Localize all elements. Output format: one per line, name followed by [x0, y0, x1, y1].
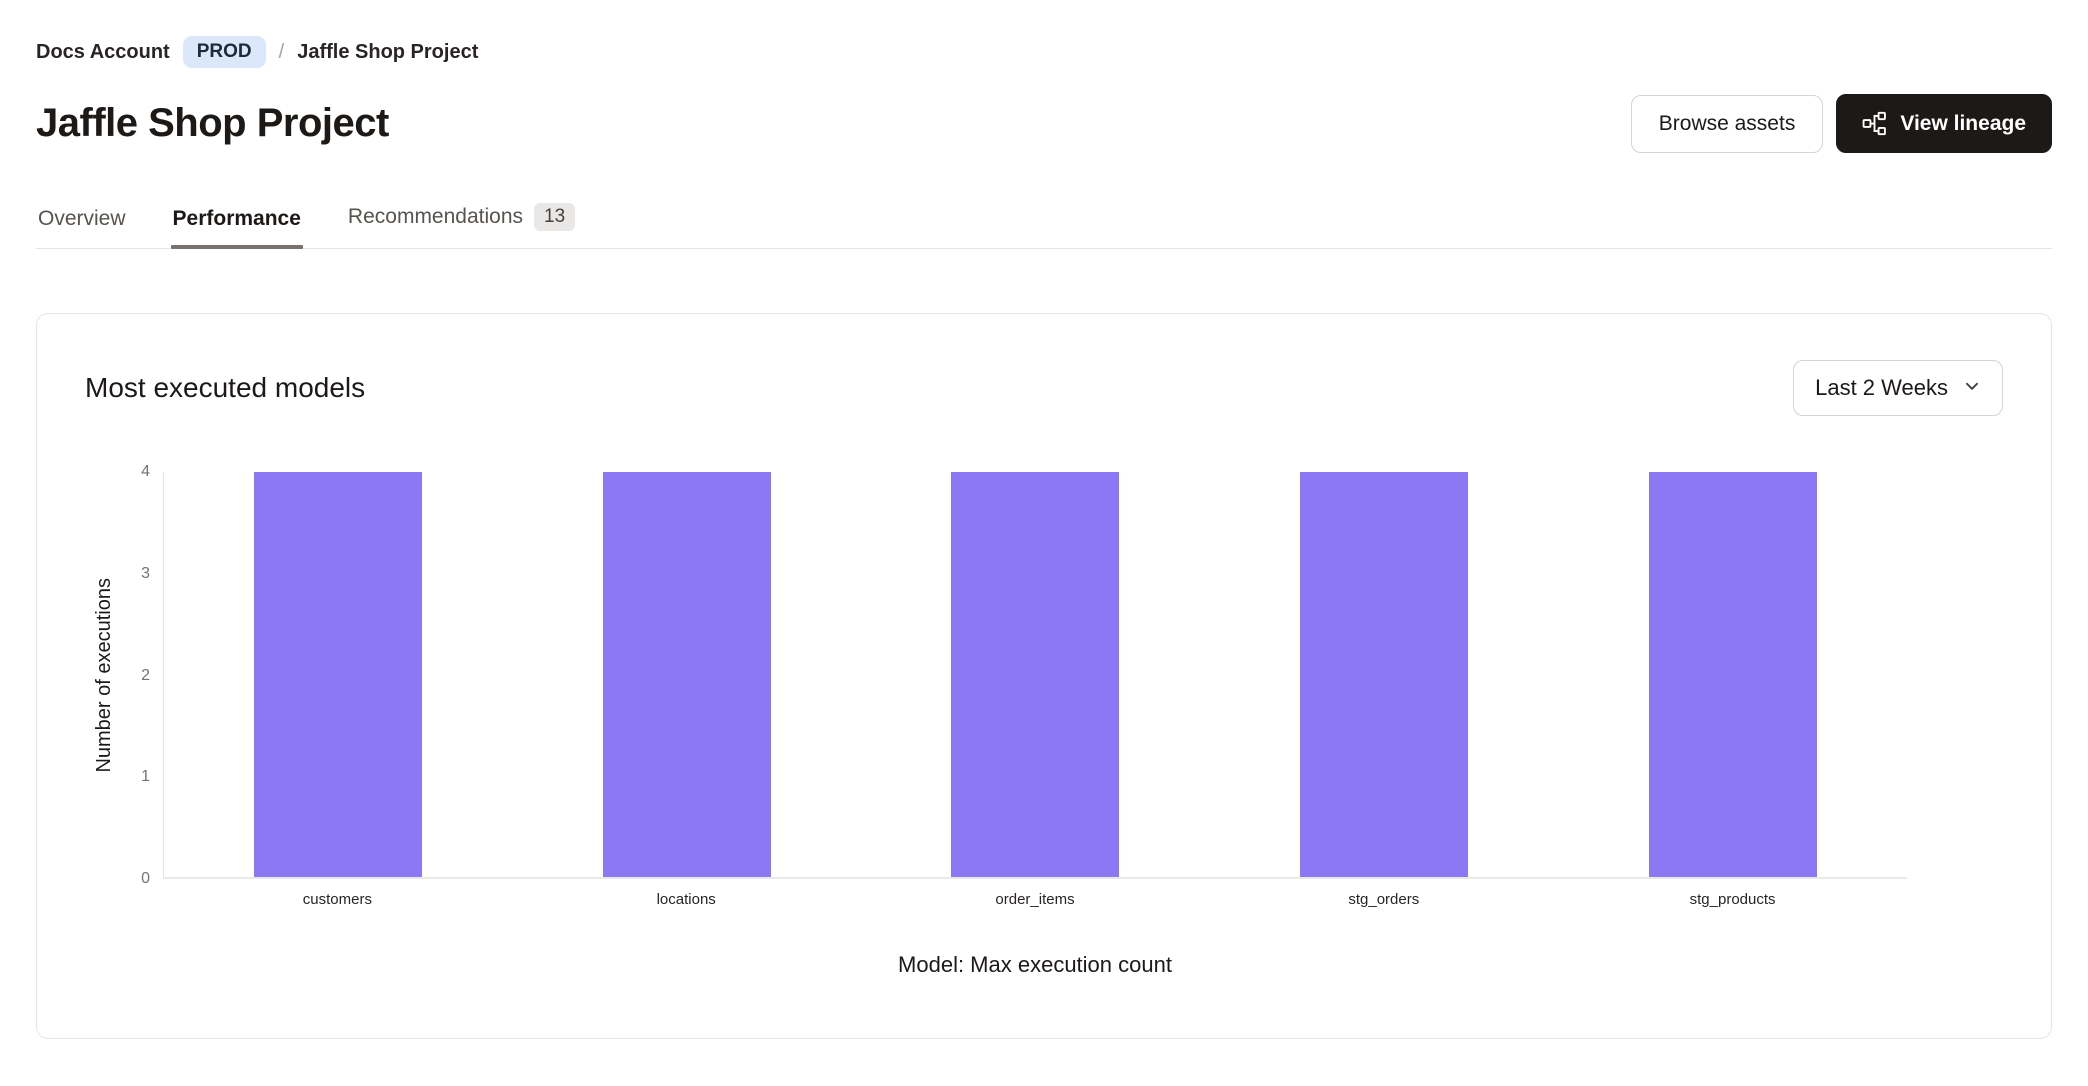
tab-overview[interactable]: Overview [36, 203, 128, 248]
bar-slot [1558, 472, 1907, 877]
browse-assets-button[interactable]: Browse assets [1630, 94, 1824, 153]
time-range-value: Last 2 Weeks [1815, 375, 1948, 400]
bar-slot [164, 472, 513, 877]
bar-slot [1210, 472, 1559, 877]
bar-locations[interactable] [602, 472, 771, 877]
view-lineage-label: View lineage [1900, 111, 2026, 135]
page-header: Jaffle Shop Project Browse assets View l… [36, 94, 2052, 153]
x-labels: customers locations order_items stg_orders s… [163, 891, 1907, 908]
breadcrumb-separator: / [278, 40, 285, 63]
page-title: Jaffle Shop Project [36, 101, 389, 145]
x-tick-label: stg_orders [1348, 891, 1420, 908]
breadcrumb-account-link[interactable]: Docs Account [36, 40, 170, 63]
breadcrumb: Docs Account PROD / Jaffle Shop Project [36, 0, 2052, 68]
most-executed-models-card: Most executed models Last 2 Weeks Number… [36, 313, 2052, 1039]
environment-badge: PROD [182, 36, 266, 68]
tab-bar: Overview Performance Recommendations 13 [36, 199, 2052, 249]
y-ticks: 4 3 2 1 0 [123, 463, 163, 888]
tab-recommendations-label: Recommendations [347, 205, 524, 228]
tab-overview-label: Overview [38, 207, 126, 230]
tab-performance[interactable]: Performance [170, 203, 304, 249]
x-tick-label: order_items [995, 891, 1075, 908]
project-page: Docs Account PROD / Jaffle Shop Project … [36, 0, 2052, 1039]
plot-area [163, 472, 1907, 879]
x-tick-label: stg_products [1689, 891, 1776, 908]
bar-stg_products[interactable] [1648, 472, 1817, 877]
bar-customers[interactable] [254, 472, 423, 877]
tab-recommendations[interactable]: Recommendations 13 [346, 199, 577, 248]
bar-stg_orders[interactable] [1300, 472, 1469, 877]
y-axis-title-column: Number of executions [85, 472, 123, 879]
chart-body: Number of executions 4 3 2 1 0 [85, 463, 1907, 887]
time-range-dropdown[interactable]: Last 2 Weeks [1793, 360, 2003, 416]
y-tick-label: 0 [141, 870, 150, 887]
header-actions: Browse assets View lineage [1630, 94, 2052, 153]
x-tick-label: customers [302, 891, 372, 908]
y-tick-label: 4 [141, 463, 150, 480]
bar-order_items[interactable] [951, 472, 1120, 877]
card-title: Most executed models [85, 372, 366, 403]
bar-chart: Number of executions 4 3 2 1 0 customers loca… [85, 463, 2003, 978]
y-axis-title: Number of executions [92, 578, 115, 773]
recommendations-count-badge: 13 [534, 203, 576, 231]
x-tick-label: locations [656, 891, 716, 908]
tab-performance-label: Performance [172, 207, 301, 230]
y-tick-label: 1 [141, 768, 150, 786]
chevron-down-icon [1963, 375, 1981, 401]
x-axis-title: Model: Max execution count [898, 952, 1172, 977]
card-header: Most executed models Last 2 Weeks [85, 360, 2003, 416]
lineage-graph-icon [1862, 111, 1887, 136]
y-tick-label: 3 [141, 564, 150, 582]
y-tick-label: 2 [141, 666, 150, 684]
breadcrumb-project: Jaffle Shop Project [297, 40, 479, 63]
bar-slot [513, 472, 862, 877]
view-lineage-button[interactable]: View lineage [1836, 94, 2052, 153]
bar-slot [861, 472, 1210, 877]
